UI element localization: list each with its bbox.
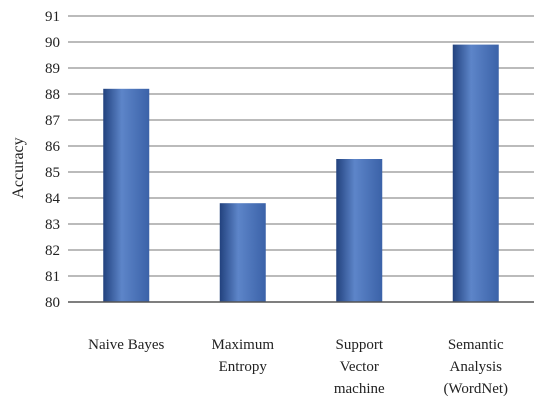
bar (103, 88, 150, 302)
x-category-label: Entropy (219, 359, 268, 375)
bars (103, 44, 499, 302)
x-category-label: machine (334, 381, 385, 397)
y-tick-label: 82 (45, 243, 60, 259)
x-axis-category-labels: Naive Bayes Maximum Entropy Support Vector ma… (88, 337, 508, 397)
y-tick-label: 86 (45, 139, 61, 155)
y-tick-label: 81 (45, 269, 60, 285)
x-category-label: (WordNet) (443, 381, 508, 397)
y-tick-label: 89 (45, 61, 60, 77)
y-tick-label: 83 (45, 217, 60, 233)
y-tick-label: 84 (45, 191, 61, 207)
y-tick-label: 91 (45, 9, 60, 25)
x-category-label: Support (335, 337, 383, 353)
y-axis-ticks: 80 81 82 83 84 85 86 87 88 89 90 91 (45, 9, 61, 311)
y-tick-label: 85 (45, 165, 60, 181)
y-tick-label: 88 (45, 87, 60, 103)
x-category-label: Analysis (450, 359, 503, 375)
y-tick-label: 80 (45, 295, 60, 311)
y-tick-label: 87 (45, 113, 61, 129)
y-tick-label: 90 (45, 35, 60, 51)
x-category-label: Vector (340, 359, 379, 375)
bar (336, 159, 383, 302)
bar (452, 44, 499, 302)
x-category-label: Naive Bayes (88, 337, 164, 353)
y-axis-title: Accuracy (10, 137, 27, 198)
x-category-label: Semantic (448, 337, 504, 353)
bar (219, 203, 266, 302)
x-category-label: Maximum (212, 337, 275, 353)
